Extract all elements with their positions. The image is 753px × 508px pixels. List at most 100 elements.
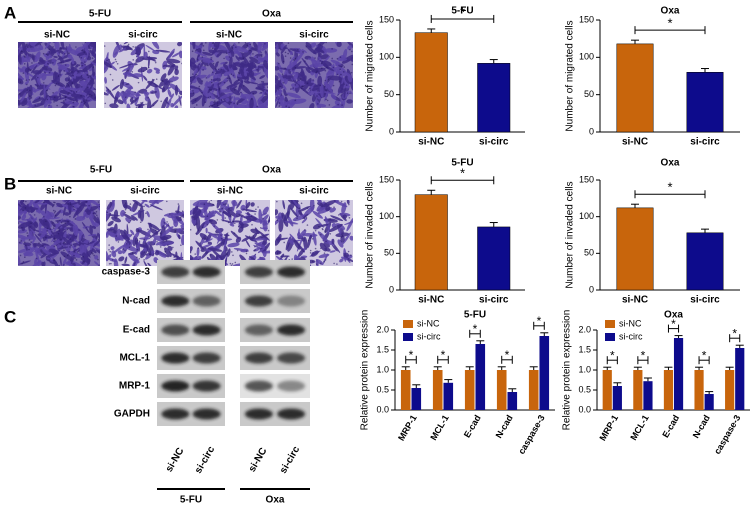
pore <box>115 235 118 237</box>
pore <box>148 253 151 256</box>
cell <box>127 242 130 247</box>
pore <box>95 210 98 213</box>
cell <box>330 93 337 100</box>
cell <box>192 206 199 215</box>
pore <box>329 232 332 235</box>
pore <box>346 92 349 94</box>
pore <box>214 100 216 103</box>
pore <box>81 101 83 103</box>
pore <box>60 221 63 224</box>
pore <box>209 89 211 91</box>
cell <box>118 256 125 262</box>
cell <box>31 235 36 241</box>
cell <box>285 75 292 80</box>
pore <box>93 254 95 257</box>
cell <box>347 44 353 50</box>
group-title: 5-FU <box>90 165 112 176</box>
cell <box>26 96 32 108</box>
cell <box>18 209 24 217</box>
group-title: Oxa <box>262 9 281 20</box>
pore <box>78 64 81 67</box>
cell <box>18 94 21 100</box>
pore <box>326 66 328 69</box>
cell <box>275 97 280 108</box>
cell <box>299 229 307 239</box>
pore <box>232 44 235 47</box>
cell <box>147 80 158 88</box>
pore <box>347 250 350 253</box>
pore <box>219 211 221 213</box>
pore <box>97 201 100 203</box>
pore <box>284 67 286 70</box>
pore <box>262 217 264 220</box>
cell <box>195 216 201 231</box>
cell <box>340 88 346 94</box>
cell <box>264 98 268 108</box>
cell <box>323 81 334 94</box>
cell <box>275 66 280 71</box>
image-label: si-circ <box>299 186 329 197</box>
pore <box>53 225 55 227</box>
pore <box>303 229 306 231</box>
bar <box>464 370 475 410</box>
pore <box>50 234 53 237</box>
cell <box>226 82 241 88</box>
pore <box>109 201 112 204</box>
cell <box>155 241 163 246</box>
pore <box>124 211 127 214</box>
pore <box>302 51 304 53</box>
micrograph <box>190 42 268 108</box>
cell <box>249 97 254 108</box>
pore <box>300 78 302 80</box>
cell <box>325 205 331 212</box>
pore <box>206 215 209 218</box>
y-tick-label: 100 <box>379 211 394 221</box>
pore <box>216 95 218 97</box>
x-tick-label: si-circ <box>690 137 720 148</box>
pore <box>199 242 201 244</box>
pore <box>213 103 216 105</box>
cell <box>298 209 302 216</box>
pore <box>234 261 237 264</box>
pore <box>91 251 93 254</box>
lane-label: si-circ <box>193 444 217 475</box>
pore <box>135 62 137 64</box>
pore <box>30 241 32 243</box>
pore <box>93 88 96 90</box>
pore <box>57 55 60 57</box>
y-tick-label: 1.0 <box>376 364 389 374</box>
pore <box>190 88 191 91</box>
image-label: si-NC <box>44 30 70 41</box>
pore <box>83 102 86 105</box>
y-tick-label: 1.5 <box>376 344 389 354</box>
pore <box>245 250 248 253</box>
cell <box>34 84 40 87</box>
cell <box>257 42 263 55</box>
cell <box>159 78 168 87</box>
pore <box>131 252 134 254</box>
significance: * <box>667 16 672 31</box>
cell <box>22 87 30 93</box>
pore <box>340 200 343 203</box>
cell <box>84 205 99 213</box>
micrograph <box>275 200 353 266</box>
cell <box>60 94 75 102</box>
cell <box>90 61 96 67</box>
pore <box>43 215 45 218</box>
pore <box>190 251 192 254</box>
pore <box>83 51 86 53</box>
cell <box>29 260 41 266</box>
pore <box>21 50 23 53</box>
cell <box>217 44 228 51</box>
pore <box>206 223 209 226</box>
blot-band <box>244 266 273 278</box>
pore <box>109 250 112 253</box>
cell <box>337 239 344 248</box>
pore <box>174 229 177 232</box>
cell <box>197 56 202 60</box>
cell <box>241 208 257 213</box>
pore <box>25 43 28 46</box>
cell <box>317 43 321 58</box>
pore <box>312 79 314 81</box>
micrograph <box>190 200 270 266</box>
